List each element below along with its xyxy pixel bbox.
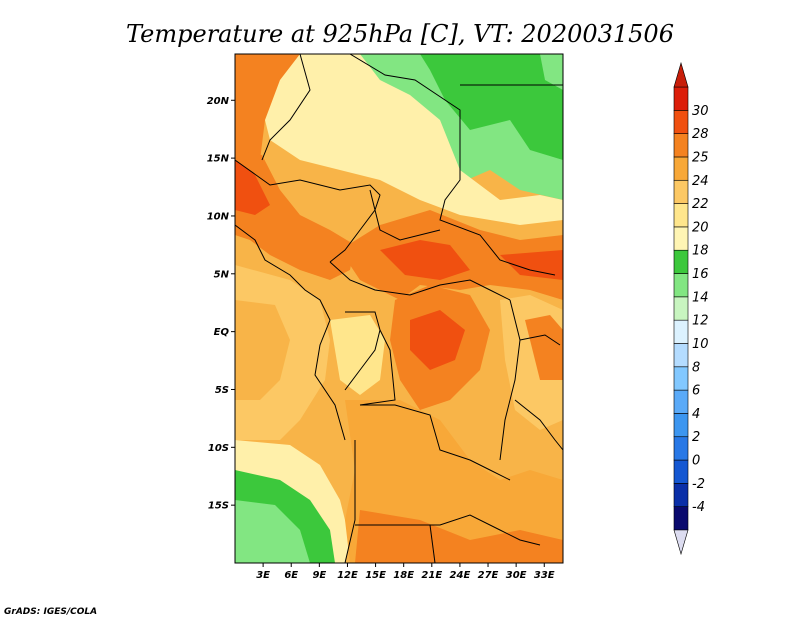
y-tick-label-5: 5S xyxy=(215,385,229,396)
field-contour-22 xyxy=(330,315,385,395)
colorbar-segment-4 xyxy=(673,413,689,438)
y-tick-label-4: EQ xyxy=(214,327,230,338)
field-contour-28 xyxy=(235,160,270,215)
border-angola-west xyxy=(344,440,356,563)
colorbar-label-6: 8 xyxy=(692,360,700,375)
x-tick-label-1: 6E xyxy=(284,570,298,581)
border-east-drc xyxy=(499,299,521,461)
colorbar-label-0: -4 xyxy=(692,500,705,515)
colorbar-label-8: 12 xyxy=(692,314,709,329)
field-contour-16b xyxy=(235,500,310,563)
x-tick-label-6: 21E xyxy=(421,570,442,581)
border-botswana xyxy=(429,524,436,563)
colorbar-label-14: 24 xyxy=(692,174,709,189)
colorbar-label-11: 18 xyxy=(692,244,709,259)
y-tick-label-2: 10N xyxy=(207,211,230,222)
x-tick-label-9: 30E xyxy=(506,570,527,581)
colorbar-segment-18 xyxy=(673,86,689,111)
colorbar-label-10: 16 xyxy=(692,267,709,282)
y-tick-label-7: 15S xyxy=(208,501,229,512)
colorbar-under-triangle xyxy=(673,529,689,556)
colorbar-segment-5 xyxy=(673,389,689,414)
colorbar-segment-0 xyxy=(673,506,689,531)
colorbar-label-1: -2 xyxy=(692,477,705,492)
x-tick-label-10: 33E xyxy=(534,570,555,581)
border-car xyxy=(329,261,511,301)
colorbar-over-triangle xyxy=(673,61,689,88)
x-tick-label-8: 27E xyxy=(478,570,499,581)
colorbar-segment-1 xyxy=(673,483,689,507)
y-tick-label-0: 20N xyxy=(207,96,230,107)
colorbar-segment-11 xyxy=(673,249,689,274)
grads-credit: GrADS: IGES/COLA xyxy=(4,607,97,617)
y-tick-label-1: 15N xyxy=(207,154,230,165)
field-contour-26b xyxy=(235,150,355,280)
border-congo xyxy=(359,329,396,406)
colorbar-segment-7 xyxy=(673,343,689,368)
x-tick-label-5: 18E xyxy=(393,570,414,581)
colorbar-label-16: 28 xyxy=(692,127,709,142)
colorbar-segment-3 xyxy=(673,436,689,461)
colorbar-segment-14 xyxy=(673,179,689,204)
colorbar-label-13: 22 xyxy=(692,197,709,212)
colorbar-label-15: 25 xyxy=(692,150,709,165)
border-uganda xyxy=(519,334,561,346)
colorbar-segment-17 xyxy=(673,110,689,134)
colorbar-segment-12 xyxy=(673,226,689,251)
colorbar-segment-6 xyxy=(673,366,689,391)
y-axis: 20N 15N 10N 5N EQ 5S 10S 15S xyxy=(207,96,235,512)
border-west-sahara xyxy=(261,54,311,161)
field-contour-26e xyxy=(355,510,563,563)
y-tick-label-3: 5N xyxy=(214,269,230,280)
map-frame xyxy=(234,53,564,564)
colorbar-label-2: 0 xyxy=(692,454,700,469)
colorbar-segment-15 xyxy=(673,156,689,181)
x-tick-label-4: 15E xyxy=(365,570,386,581)
temperature-field xyxy=(235,54,563,563)
colorbar-segment-9 xyxy=(673,296,689,321)
field-contour-26 xyxy=(235,54,300,180)
colorbar-segment-10 xyxy=(673,273,689,298)
x-tick-label-2: 9E xyxy=(312,570,326,581)
x-axis: 3E 6E 9E 12E 15E 18E 21E 24E 27E 30E 33E xyxy=(256,563,555,581)
border-sudan xyxy=(349,54,556,276)
colorbar-label-17: 30 xyxy=(692,104,709,119)
chart-title: Temperature at 925hPa [C], VT: 202003150… xyxy=(126,20,674,48)
colorbar-label-4: 4 xyxy=(692,407,700,422)
field-contour-28d xyxy=(410,310,465,370)
field-contour-28c xyxy=(500,250,563,280)
x-tick-label-3: 12E xyxy=(337,570,358,581)
field-contour-20 xyxy=(260,54,563,225)
border-namibia xyxy=(355,514,541,546)
field-contour-26f xyxy=(525,315,563,380)
border-chad xyxy=(369,189,441,241)
colorbar-label-3: 2 xyxy=(692,430,700,445)
border-sahel xyxy=(235,159,381,263)
coastline-west xyxy=(235,224,346,441)
border-drc-angola xyxy=(360,404,511,481)
field-contour-28b xyxy=(380,240,470,280)
x-tick-label-7: 24E xyxy=(450,570,471,581)
country-borders xyxy=(235,54,563,563)
colorbar-segment-8 xyxy=(673,319,689,344)
colorbar-label-9: 14 xyxy=(692,290,709,305)
field-contour-18 xyxy=(420,54,563,160)
colorbar-label-12: 20 xyxy=(692,220,709,235)
colorbar-segment-2 xyxy=(673,459,689,484)
y-tick-label-6: 10S xyxy=(208,443,229,454)
x-tick-label-0: 3E xyxy=(256,570,270,581)
colorbar-segment-16 xyxy=(673,133,689,158)
field-contour-24 xyxy=(235,300,290,400)
colorbar-label-5: 6 xyxy=(692,384,700,399)
field-contour-14 xyxy=(540,54,563,90)
border-tanzania xyxy=(514,399,563,451)
colorbar-segment-13 xyxy=(673,203,689,228)
colorbar-label-7: 10 xyxy=(692,337,709,352)
border-gabon xyxy=(344,311,381,391)
